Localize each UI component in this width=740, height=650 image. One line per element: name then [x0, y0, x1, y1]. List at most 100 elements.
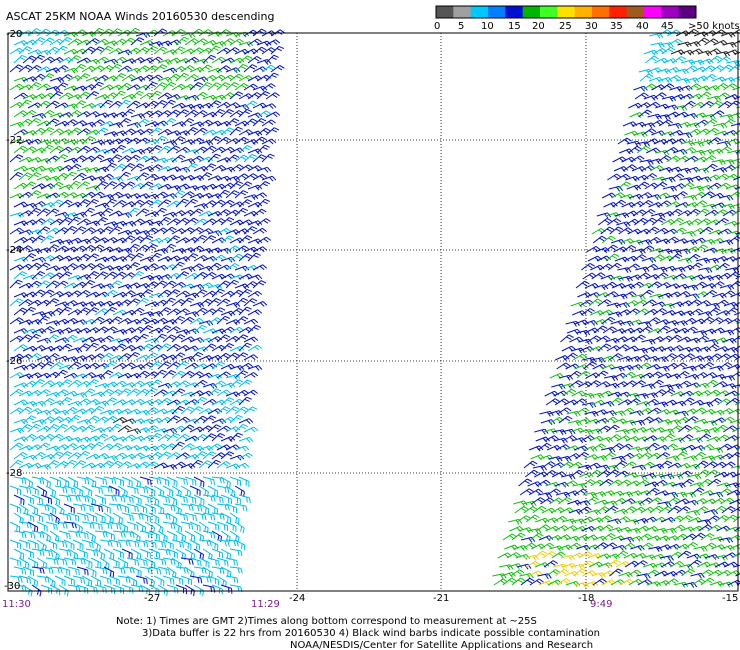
- colorbar-label-20: 20: [532, 21, 545, 32]
- wind-barb: [13, 110, 28, 118]
- wind-barb: [171, 388, 186, 397]
- wind-barb: [40, 56, 55, 64]
- wind-barb: [9, 353, 24, 361]
- wind-barb: [216, 280, 231, 289]
- wind-barb: [700, 361, 715, 370]
- wind-barb: [234, 352, 249, 361]
- wind-barb: [117, 461, 132, 469]
- wind-barb: [639, 542, 654, 550]
- wind-barb: [202, 145, 217, 154]
- wind-barb: [45, 460, 60, 469]
- wind-barb: [695, 335, 710, 343]
- wind-barb: [634, 174, 649, 181]
- wind-barb: [144, 156, 160, 163]
- wind-barb: [225, 82, 240, 91]
- wind-barb: [121, 362, 136, 370]
- wind-barb: [31, 584, 42, 597]
- wind-barb: [202, 54, 217, 64]
- wind-barb: [579, 429, 594, 435]
- wind-barb: [687, 128, 702, 136]
- wind-barb: [180, 209, 195, 217]
- wind-barb: [22, 512, 35, 522]
- wind-barb: [18, 539, 31, 549]
- wind-barb: [594, 370, 609, 379]
- wind-barb: [238, 199, 253, 208]
- wind-barb: [654, 272, 669, 280]
- wind-barb: [579, 560, 595, 568]
- wind-barb: [189, 371, 204, 379]
- wind-barb: [600, 226, 615, 235]
- wind-barb: [76, 530, 89, 540]
- wind-barb: [153, 280, 168, 289]
- wind-barb: [189, 351, 204, 361]
- wind-barb: [216, 47, 231, 55]
- wind-barb: [722, 256, 738, 262]
- wind-barb: [162, 118, 177, 127]
- wind-barb: [135, 370, 150, 379]
- wind-barb: [620, 452, 635, 460]
- wind-barb: [81, 46, 96, 55]
- wind-barb: [36, 503, 50, 512]
- wind-barb: [49, 307, 64, 316]
- wind-barb: [234, 370, 249, 379]
- wind-barb: [112, 566, 126, 575]
- wind-barb: [202, 415, 217, 424]
- wind-barb: [148, 292, 164, 299]
- wind-barb: [696, 85, 711, 92]
- wind-barb: [49, 451, 64, 460]
- wind-barb: [184, 198, 198, 208]
- wind-barb: [615, 344, 630, 352]
- wind-barb: [601, 235, 616, 244]
- wind-barb: [216, 65, 231, 73]
- wind-barb: [36, 158, 52, 164]
- wind-barb: [247, 290, 262, 298]
- wind-barb: [234, 423, 249, 433]
- wind-barb: [225, 503, 238, 514]
- wind-barb: [103, 530, 115, 541]
- wind-barb: [610, 192, 626, 199]
- wind-barb: [708, 100, 723, 109]
- wind-barb: [523, 506, 538, 514]
- wind-barb: [680, 353, 695, 361]
- wind-barb: [587, 255, 603, 262]
- wind-barb: [609, 568, 623, 577]
- wind-barb: [81, 424, 96, 433]
- wind-barb: [90, 263, 105, 271]
- wind-barb: [556, 578, 571, 586]
- wind-barb: [171, 405, 186, 415]
- wind-barb: [45, 408, 61, 415]
- wind-barb: [534, 428, 549, 435]
- wind-barb: [715, 217, 729, 226]
- colorbar-unit-label: >50 knots: [688, 21, 740, 32]
- wind-barb: [40, 109, 55, 118]
- wind-barb: [90, 154, 105, 163]
- wind-barb: [548, 456, 563, 462]
- wind-barb: [676, 506, 691, 514]
- wind-barb: [492, 573, 507, 580]
- wind-barb: [139, 476, 152, 486]
- wind-barb: [175, 452, 190, 460]
- wind-barb: [633, 427, 648, 433]
- wind-barb: [697, 50, 713, 57]
- wind-barb: [650, 42, 665, 49]
- wind-barb: [202, 163, 217, 172]
- wind-barb: [715, 92, 730, 100]
- wind-barb: [247, 252, 261, 262]
- wind-barb: [67, 494, 81, 502]
- wind-barb: [117, 65, 132, 73]
- wind-barb: [184, 476, 197, 486]
- wind-barb: [9, 575, 23, 583]
- wind-barb: [139, 566, 153, 575]
- wind-barb: [13, 476, 27, 485]
- wind-barb: [705, 515, 721, 523]
- wind-barb: [162, 297, 176, 307]
- wind-barb: [99, 521, 113, 530]
- wind-barb: [112, 494, 126, 503]
- wind-barb: [153, 64, 168, 73]
- wind-barb: [58, 512, 72, 521]
- wind-barb: [31, 362, 46, 370]
- wind-barb: [54, 280, 69, 289]
- wind-barb: [243, 406, 258, 415]
- wind-barb: [588, 298, 603, 307]
- wind-barb: [108, 503, 122, 511]
